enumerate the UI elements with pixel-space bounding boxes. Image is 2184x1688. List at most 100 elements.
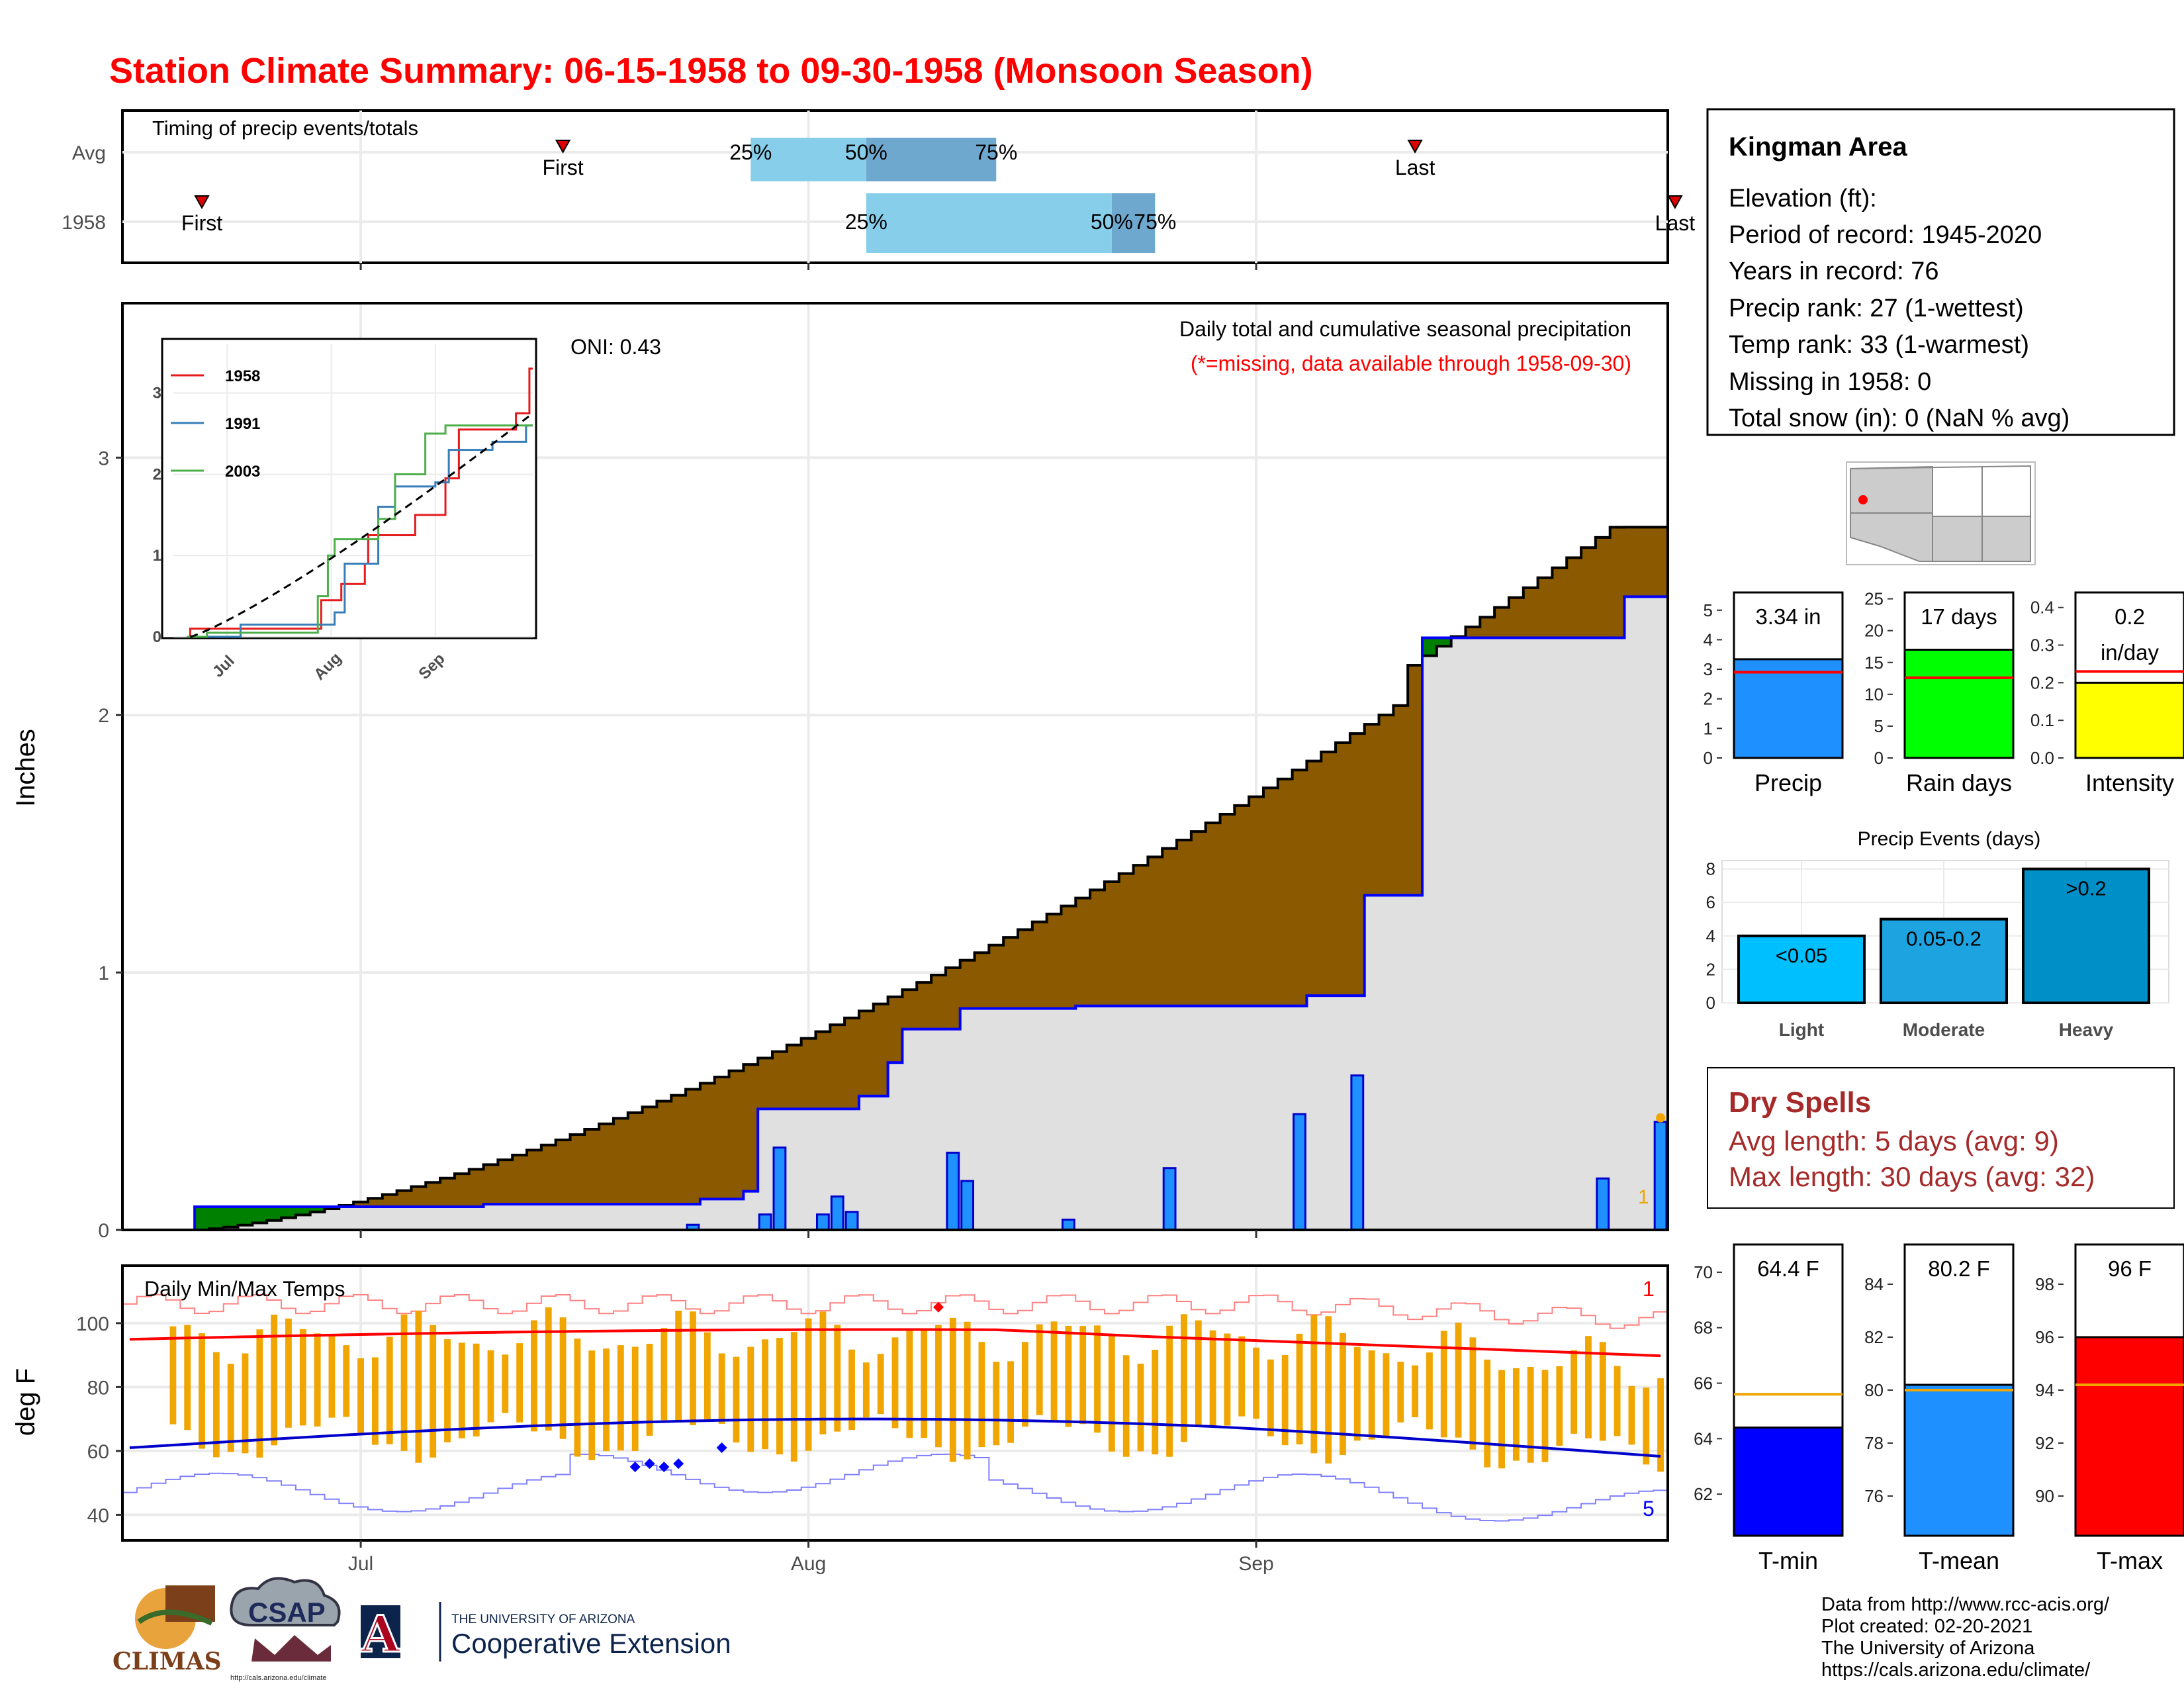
last-marker-icon: [1667, 195, 1683, 210]
deficit-fill: [642, 1107, 658, 1205]
timing-iqr-high: [866, 138, 997, 181]
deficit-fill: [426, 1182, 441, 1207]
deficit-fill: [772, 1051, 788, 1109]
deficit-fill: [627, 1112, 643, 1205]
cumulative-base-fill: [1148, 1006, 1163, 1230]
inset-series-2003: [187, 424, 533, 638]
precip-mini-bar: 0 1 2 3 4 5 3.34 in Precip: [1704, 591, 1844, 796]
mini-bar-value: [1733, 658, 1844, 759]
inset-ytick-label: 3: [153, 385, 161, 402]
missing-note: (*=missing, data available through 1958-…: [1191, 352, 1631, 375]
deficit-fill: [917, 982, 932, 1029]
deficit-fill: [1148, 857, 1163, 1006]
events-ytick-label: 6: [1706, 892, 1715, 912]
cumulative-base-fill: [1075, 1006, 1091, 1230]
cumulative-base-fill: [671, 1204, 686, 1230]
precip-events-chart: Precip Events (days) 0 2 4 6 8 <0.05 Light 0.05-…: [1706, 828, 2169, 1040]
ua-block: [361, 1605, 400, 1658]
average-min-line: [129, 1417, 1661, 1458]
mini-ytick-label: 78: [1864, 1433, 1884, 1453]
events-ytick-label: 8: [1706, 859, 1715, 879]
deficit-fill: [1046, 914, 1062, 1009]
cumulative-base-fill: [686, 1204, 701, 1230]
record-low-marker: [629, 1462, 641, 1473]
main-ylabel: Inches: [11, 729, 40, 807]
mini-ytick-label: 20: [1864, 621, 1884, 641]
main-annotation: Daily total and cumulative seasonal prec…: [1179, 317, 1631, 341]
first-label: First: [542, 156, 583, 179]
cumulative-base-fill: [1249, 1006, 1264, 1230]
deficit-fill: [1508, 597, 1524, 638]
cumulative-base-fill: [527, 1204, 542, 1230]
deficit-fill: [1104, 882, 1120, 1006]
record-min-line: [122, 1453, 1668, 1522]
max-count: 1: [1643, 1277, 1655, 1301]
deficit-fill: [1537, 577, 1553, 638]
tmax-bar: 90 92 94 96 98 96 F T-max: [2035, 1243, 2184, 1574]
cumulative-base-fill: [902, 1029, 918, 1230]
events-bar-label: 0.05-0.2: [1906, 927, 1981, 951]
deficit-fill: [1234, 805, 1250, 1006]
cumulative-base-fill: [786, 1109, 802, 1230]
cumulative-base-fill: [267, 1220, 282, 1230]
deficit-fill: [1408, 665, 1423, 896]
deficit-fill: [686, 1089, 701, 1205]
mini-bar-value-text: 80.2 F: [1928, 1256, 1990, 1281]
tmin-bar: 62 64 66 68 70 64.4 F T-min: [1694, 1243, 1844, 1574]
last-marker-icon: [1407, 140, 1423, 154]
cumulative-base-fill: [729, 1199, 745, 1230]
deficit-fill: [1336, 743, 1351, 996]
mini-ytick-label: 66: [1694, 1374, 1713, 1393]
cumulative-base-fill: [281, 1217, 296, 1230]
deficit-fill: [1075, 898, 1091, 1006]
inset-ytick-label: 1: [153, 547, 161, 565]
mini-ytick-label: 10: [1864, 684, 1884, 704]
timing-label: Timing of precip events/totals: [152, 117, 418, 140]
mini-bar-value-text: 3.34 in: [1755, 604, 1821, 629]
deficit-fill: [411, 1186, 427, 1207]
deficit-fill: [989, 945, 1004, 1009]
deficit-fill: [873, 1004, 889, 1096]
deficit-fill: [902, 990, 918, 1029]
deficit-fill: [527, 1150, 542, 1205]
events-ytick-label: 4: [1706, 926, 1715, 946]
events-bar: [2022, 867, 2150, 1005]
deficit-fill: [657, 1101, 672, 1205]
deficit-fill: [599, 1123, 614, 1205]
cumulative-base-fill: [1133, 1006, 1149, 1230]
daily-precip-bar: [758, 1213, 772, 1231]
cumulative-base-fill: [1177, 1006, 1192, 1230]
deficit-fill: [1263, 788, 1279, 1006]
deficit-fill: [469, 1169, 484, 1207]
cumulative-base-fill: [238, 1225, 253, 1230]
mini-bar-value-text: 17 days: [1921, 604, 1997, 629]
last-label: Last: [1655, 211, 1696, 235]
timing-iqr-high: [1111, 193, 1156, 253]
mini-ytick-label: 82: [1864, 1327, 1884, 1347]
cumulative-base-fill: [960, 1008, 976, 1230]
deficit-fill: [1321, 751, 1336, 996]
mini-ytick-label: 0.1: [2030, 710, 2054, 730]
deficit-fill: [1349, 733, 1365, 996]
cumulative-base-fill: [642, 1204, 658, 1230]
mini-ytick-label: 0: [1704, 748, 1713, 768]
min-count: 5: [1643, 1497, 1655, 1521]
cumulative-base-fill: [1581, 637, 1596, 1230]
cumulative-base-fill: [1595, 637, 1611, 1230]
deficit-fill: [960, 960, 976, 1009]
deficit-fill: [758, 1058, 773, 1109]
deficit-fill: [1379, 715, 1394, 896]
ua-line-2: Cooperative Extension: [451, 1628, 731, 1659]
cumulative-base-fill: [324, 1209, 340, 1230]
mini-ytick-label: 96: [2035, 1327, 2054, 1347]
map-border: [1850, 465, 2031, 516]
deficit-fill: [1552, 567, 1568, 638]
temp-ytick-label: 40: [87, 1505, 109, 1526]
daily-precip-bar: [772, 1147, 787, 1231]
cumulative-base-fill: [599, 1204, 614, 1230]
mini-ytick-label: 25: [1864, 589, 1884, 609]
deficit-fill: [801, 1038, 817, 1109]
daily-precip-bar: [1653, 1121, 1668, 1231]
dry-spells-box: Dry Spells Avg length: 5 days (avg: 9) M…: [1707, 1067, 2175, 1209]
cumulative-base-fill: [1263, 1006, 1279, 1230]
